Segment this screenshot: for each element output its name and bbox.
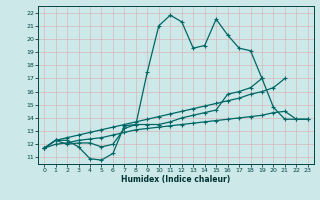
X-axis label: Humidex (Indice chaleur): Humidex (Indice chaleur): [121, 175, 231, 184]
